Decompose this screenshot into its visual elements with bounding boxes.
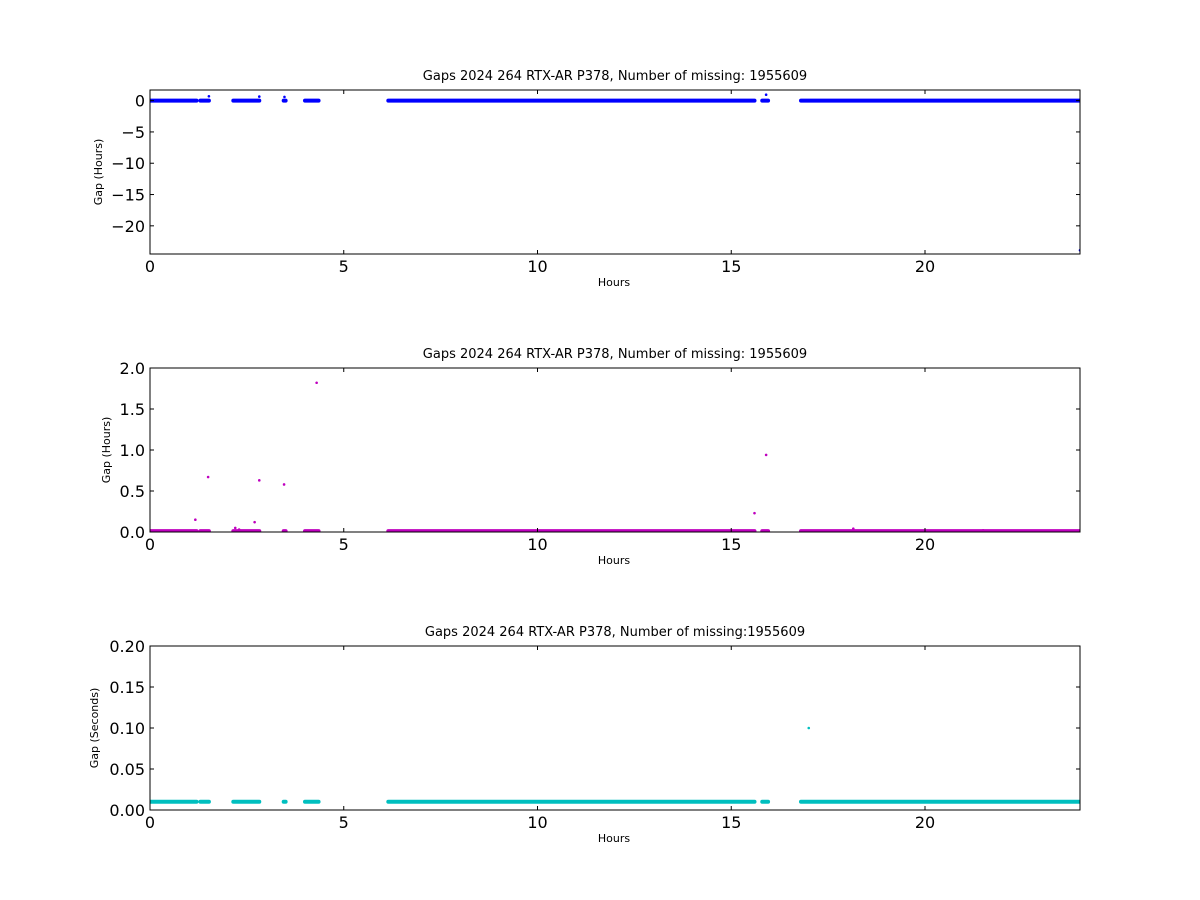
x-tick-label: 10 [527,535,547,554]
chart-panel-2: Gaps 2024 264 RTX-AR P378, Number of mis… [100,347,1081,567]
x-tick-label: 15 [721,535,741,554]
data-point [207,94,211,98]
data-point [282,483,286,486]
data-point [253,520,256,524]
data-point [233,526,237,530]
y-tick-label: 0.20 [109,637,145,656]
y-tick-label: −20 [111,217,145,236]
chart-title: Gaps 2024 264 RTX-AR P378, Number of mis… [423,69,807,84]
y-tick-label: −5 [121,123,145,142]
chart-title: Gaps 2024 264 RTX-AR P378, Number of mis… [425,625,805,640]
plot-frame [149,645,1081,811]
data-marks [150,381,1080,532]
x-axis-label: Hours [598,832,630,845]
y-tick-label: 0.0 [120,523,145,542]
x-tick-label: 5 [339,535,349,554]
y-tick-label: −15 [111,186,145,205]
y-axis-label: Gap (Hours) [92,139,105,206]
y-axis-label: Gap (Seconds) [88,688,101,769]
x-tick-label: 0 [145,535,155,554]
y-tick-label: −10 [111,154,145,173]
data-point [206,475,210,479]
plot-frame [149,367,1081,533]
x-axis-label: Hours [598,276,630,289]
x-tick-label: 15 [721,257,741,276]
y-tick-label: 1.0 [120,441,145,460]
data-point [981,529,985,532]
x-tick-label: 15 [721,813,741,832]
data-point [237,528,241,531]
plot-frame [149,89,1081,255]
chart-panel-1: Gaps 2024 264 RTX-AR P378, Number of mis… [92,69,1081,289]
x-tick-label: 20 [915,257,935,276]
x-tick-label: 20 [915,813,935,832]
x-tick-label: 20 [915,535,935,554]
y-tick-label: 0.15 [109,678,145,697]
data-point [315,381,318,385]
y-tick-label: 0 [135,92,145,111]
y-tick-label: 2.0 [120,359,145,378]
data-marks [150,93,1080,252]
x-axis-label: Hours [598,554,630,567]
x-tick-label: 10 [527,257,547,276]
data-point [257,479,261,482]
data-point [807,726,811,730]
y-tick-label: 0.00 [109,801,145,820]
data-marks [150,726,1080,804]
plot-area: 0 5 10 15 20 0.00 0.05 0.10 0.15 0.20 [109,637,1081,832]
data-point [283,95,286,99]
x-tick-label: 10 [527,813,547,832]
y-tick-label: 0.05 [109,760,145,779]
data-point [764,453,768,457]
y-tick-label: 0.5 [120,482,145,501]
plot-area: 0 5 10 15 20 0.0 0.5 1.0 1.5 2.0 [120,359,1081,554]
chart-panel-3: Gaps 2024 264 RTX-AR P378, Number of mis… [88,625,1081,845]
x-tick-label: 0 [145,257,155,276]
data-point [194,518,197,521]
x-tick-label: 0 [145,813,155,832]
data-point [753,511,756,515]
x-tick-label: 5 [339,257,349,276]
x-tick-label: 5 [339,813,349,832]
y-tick-label: 1.5 [120,400,145,419]
y-axis-label: Gap (Hours) [100,417,113,484]
y-tick-label: 0.10 [109,719,145,738]
data-point [257,95,261,98]
data-point [764,93,768,96]
data-point [852,527,855,531]
plot-area: 0 5 10 15 20 0 −5 −10 −15 −20 [111,89,1081,276]
chart-title: Gaps 2024 264 RTX-AR P378, Number of mis… [423,347,807,362]
